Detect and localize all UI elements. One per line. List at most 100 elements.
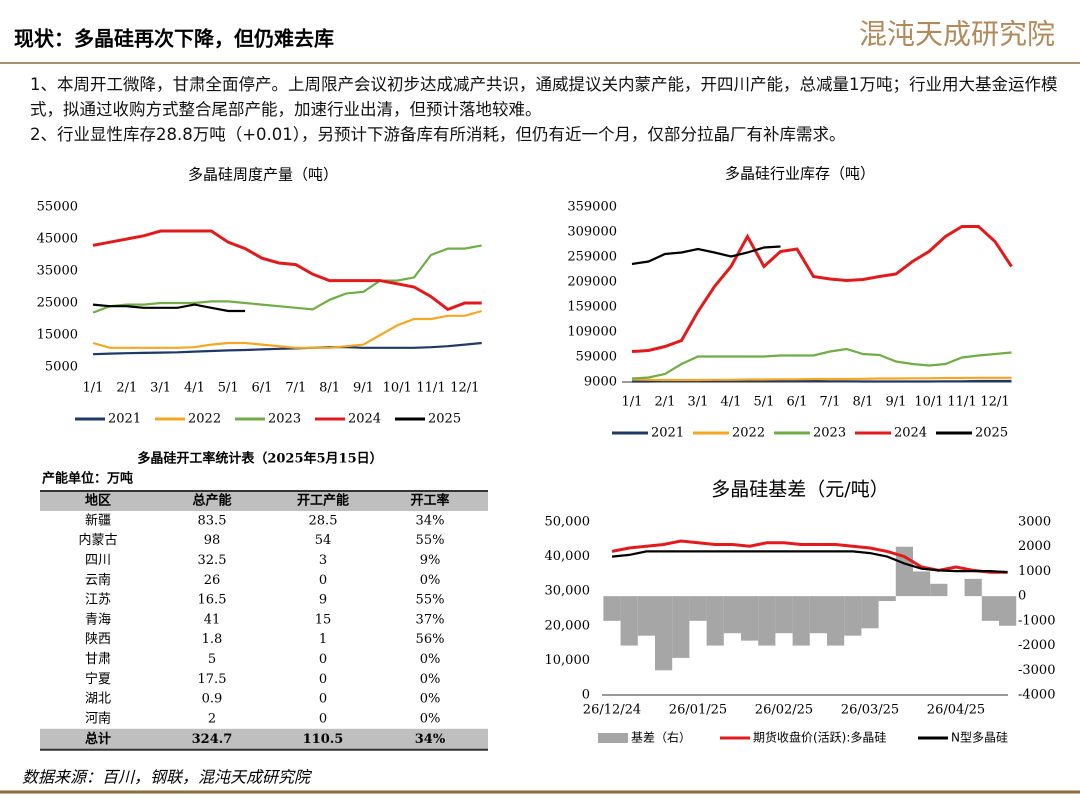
bar bbox=[792, 596, 810, 646]
series-line bbox=[92, 244, 482, 314]
y2-tick-label: 1000 bbox=[1018, 564, 1051, 579]
series-line bbox=[92, 303, 246, 313]
table-cell: 0% bbox=[420, 711, 441, 726]
y-tick-label: 159000 bbox=[567, 300, 617, 315]
table-cell: 9 bbox=[319, 593, 327, 608]
table-cell: 陕西 bbox=[85, 632, 111, 647]
x-tick-label: 2/1 bbox=[655, 395, 676, 410]
y-tick-label: 20,000 bbox=[545, 618, 591, 633]
y-tick-label: 35000 bbox=[37, 264, 78, 279]
table-cell: 青海 bbox=[85, 612, 111, 627]
bar bbox=[741, 596, 759, 641]
series-line bbox=[631, 245, 781, 266]
series-line bbox=[92, 341, 482, 356]
x-tick-label: 12/1 bbox=[980, 395, 1009, 410]
x-tick-label: 26/04/25 bbox=[927, 703, 985, 718]
table-header: 总产能 bbox=[192, 493, 231, 509]
table-unit: 产能单位：万吨 bbox=[42, 471, 133, 487]
table-cell: 四川 bbox=[85, 553, 111, 568]
x-tick-label: 2/1 bbox=[116, 381, 137, 396]
legend-label: 2023 bbox=[813, 426, 846, 441]
y-tick-label: 109000 bbox=[567, 325, 617, 340]
table-header: 开工率 bbox=[410, 493, 449, 509]
y-tick-label: 209000 bbox=[567, 275, 617, 290]
table-cell: 内蒙古 bbox=[78, 532, 117, 548]
table-cell: 56% bbox=[416, 632, 445, 647]
series-line bbox=[631, 347, 1012, 380]
legend-label: 2024 bbox=[348, 412, 381, 427]
y-tick-label: 59000 bbox=[576, 350, 617, 365]
slide-title: 现状：多晶硅再次下降，但仍难去库 bbox=[14, 27, 334, 51]
bar bbox=[878, 596, 896, 602]
legend-label: 2021 bbox=[651, 426, 684, 441]
table-cell: 34% bbox=[416, 513, 445, 528]
bullet: 1、本周开工微降，甘肃全面停产。上周限产会议初步达成减产共识，通威提议关内蒙产能… bbox=[30, 75, 1058, 119]
table-header: 地区 bbox=[85, 493, 111, 509]
y-tick-label: 30,000 bbox=[545, 584, 591, 599]
logo: 混沌天成研究院 bbox=[859, 18, 1055, 51]
legend-label: 2024 bbox=[894, 426, 927, 441]
table-cell: 0% bbox=[420, 692, 441, 707]
legend-swatch bbox=[598, 733, 628, 743]
table-cell: 1 bbox=[319, 632, 327, 647]
bar bbox=[603, 596, 621, 621]
table-cell: 17.5 bbox=[198, 672, 227, 687]
y-tick-label: 5000 bbox=[45, 360, 78, 375]
legend-label: 基差（右） bbox=[631, 730, 691, 745]
y2-tick-label: -4000 bbox=[1018, 688, 1055, 703]
x-tick-label: 5/1 bbox=[754, 395, 775, 410]
legend-label: 2023 bbox=[268, 412, 301, 427]
x-tick-label: 8/1 bbox=[853, 395, 874, 410]
bar bbox=[999, 596, 1017, 626]
table-title: 多晶硅开工率统计表（2025年5月15日） bbox=[137, 451, 382, 467]
table-total-cell: 110.5 bbox=[303, 732, 344, 747]
bar bbox=[844, 596, 862, 636]
table-total-cell: 总计 bbox=[85, 731, 111, 747]
x-tick-label: 26/02/25 bbox=[755, 703, 813, 718]
table-cell: 新疆 bbox=[85, 512, 111, 528]
y2-tick-label: -3000 bbox=[1018, 663, 1055, 678]
y-tick-label: 9000 bbox=[584, 375, 617, 390]
x-tick-label: 6/1 bbox=[252, 381, 273, 396]
y2-tick-label: -2000 bbox=[1018, 638, 1055, 653]
legend-label: 2021 bbox=[108, 412, 141, 427]
table-cell: 0 bbox=[319, 692, 327, 707]
table-total-bg bbox=[40, 728, 488, 750]
table-cell: 甘肃 bbox=[85, 652, 111, 667]
x-tick-label: 8/1 bbox=[319, 381, 340, 396]
table-cell: 1.8 bbox=[202, 632, 223, 647]
table-cell: 0 bbox=[319, 573, 327, 588]
x-tick-label: 5/1 bbox=[218, 381, 239, 396]
x-tick-label: 1/1 bbox=[622, 395, 643, 410]
x-tick-label: 11/1 bbox=[947, 395, 976, 410]
y-tick-label: 359000 bbox=[567, 200, 617, 215]
legend-label: 2025 bbox=[428, 412, 461, 427]
y-tick-label: 309000 bbox=[567, 225, 617, 240]
table-cell: 0 bbox=[319, 711, 327, 726]
y-tick-label: 55000 bbox=[37, 200, 78, 215]
table-cell: 0 bbox=[319, 652, 327, 667]
x-tick-label: 7/1 bbox=[285, 381, 306, 396]
table-total-cell: 324.7 bbox=[192, 732, 233, 747]
bar bbox=[723, 596, 741, 634]
chart-title: 多晶硅周度产量（吨） bbox=[188, 166, 338, 184]
bar bbox=[913, 571, 931, 597]
chart-title: 多晶硅行业库存（吨） bbox=[725, 165, 875, 183]
bar bbox=[758, 596, 776, 646]
table-cell: 0% bbox=[420, 672, 441, 687]
x-tick-label: 1/1 bbox=[83, 381, 104, 396]
x-tick-label: 3/1 bbox=[150, 381, 171, 396]
x-tick-label: 26/03/25 bbox=[841, 703, 899, 718]
y-tick-label: 259000 bbox=[567, 250, 617, 265]
y-tick-label: 0 bbox=[582, 688, 590, 703]
table-cell: 98 bbox=[204, 533, 221, 548]
table-cell: 26 bbox=[204, 573, 221, 588]
table-cell: 16.5 bbox=[198, 593, 227, 608]
y2-tick-label: -1000 bbox=[1018, 613, 1055, 628]
y-tick-label: 10,000 bbox=[545, 653, 591, 668]
table-cell: 37% bbox=[416, 612, 445, 627]
bar bbox=[775, 596, 793, 634]
bar bbox=[706, 596, 724, 646]
x-tick-label: 10/1 bbox=[914, 395, 943, 410]
